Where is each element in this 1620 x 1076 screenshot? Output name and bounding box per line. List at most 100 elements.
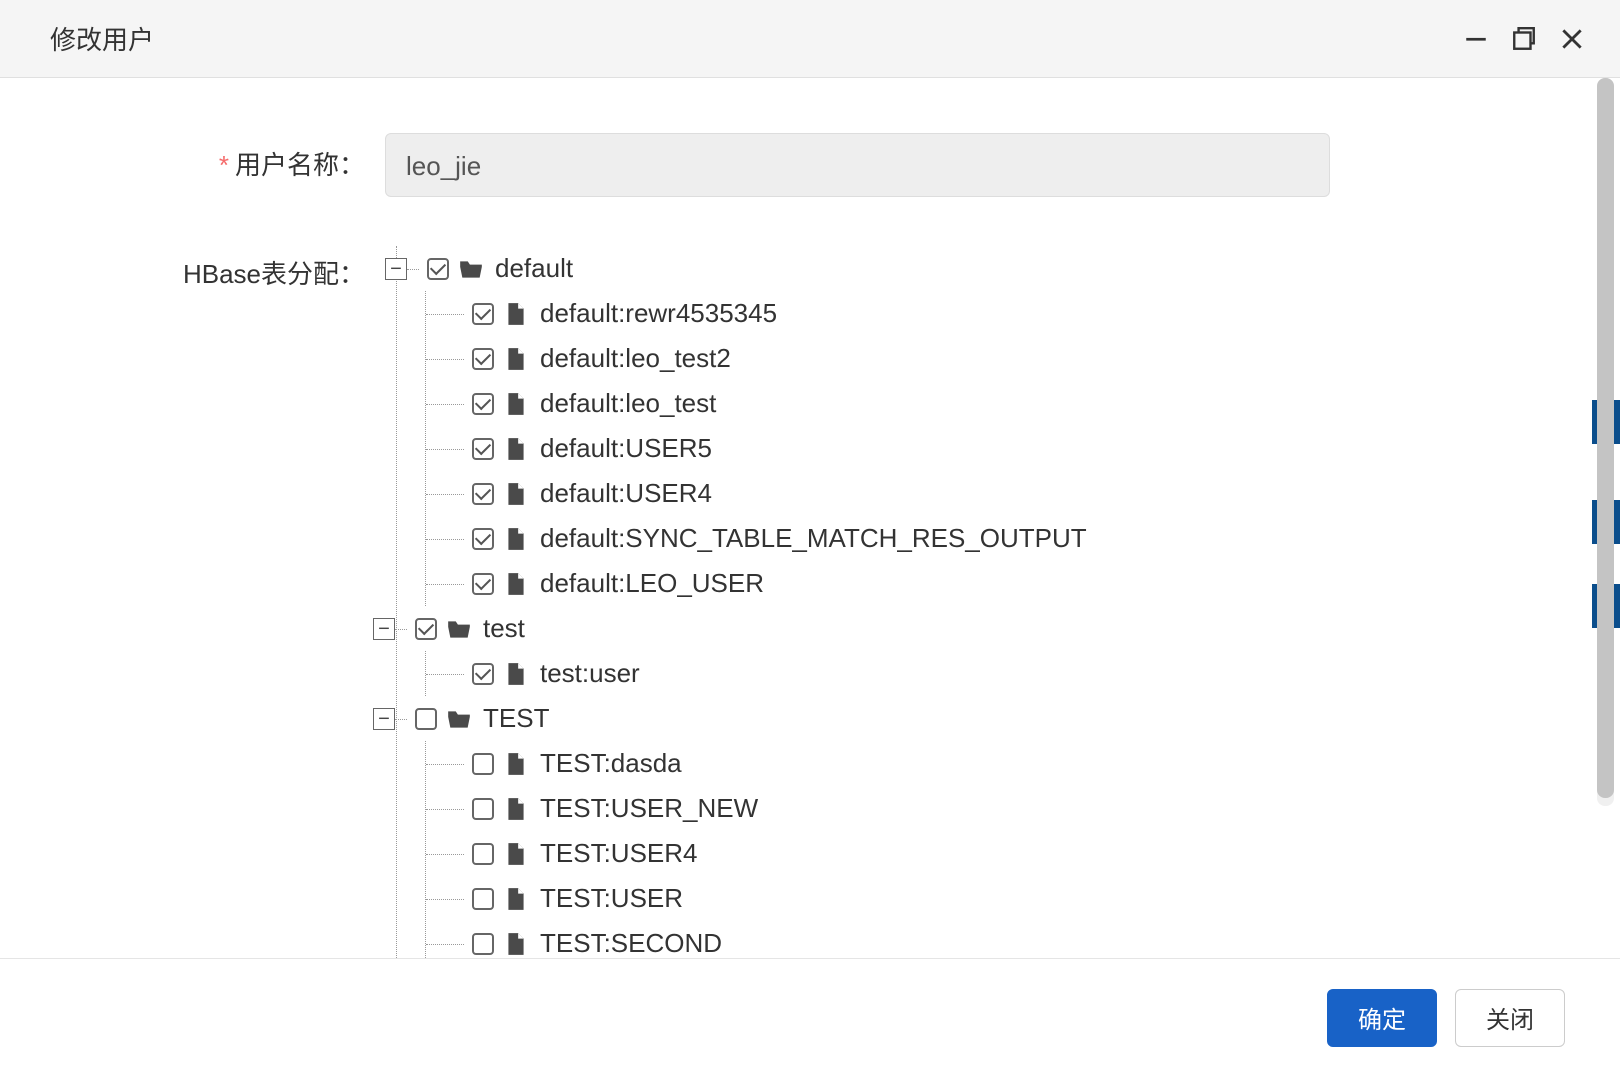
tree-leaf-node: default:SYNC_TABLE_MATCH_RES_OUTPUT: [426, 516, 1565, 561]
tree-folder-node: − default: [385, 246, 1565, 291]
table-assign-label: HBase表分配：: [55, 242, 385, 291]
file-icon: [502, 885, 530, 913]
tree-leaf-node: default:leo_test2: [426, 336, 1565, 381]
tree-connector: [426, 831, 464, 876]
dialog-body: *用户名称： leo_jie HBase表分配： − default default…: [0, 78, 1620, 958]
tree-node-label[interactable]: default:USER4: [540, 478, 712, 509]
tree-folder-node: − test: [373, 606, 1565, 651]
tree-node-label[interactable]: default:USER5: [540, 433, 712, 464]
tree-leaf-node: default:USER5: [426, 426, 1565, 471]
tree-node-label[interactable]: TEST:SECOND: [540, 928, 722, 958]
file-icon: [502, 435, 530, 463]
file-icon: [502, 840, 530, 868]
tree-connector: [426, 561, 464, 606]
tree-checkbox[interactable]: [472, 888, 494, 910]
tree-checkbox[interactable]: [472, 303, 494, 325]
tree-connector: [426, 471, 464, 516]
confirm-button[interactable]: 确定: [1327, 989, 1437, 1047]
file-icon: [502, 525, 530, 553]
tree-connector: [426, 381, 464, 426]
tree-connector: [426, 291, 464, 336]
tree-connector: [426, 876, 464, 921]
file-icon: [502, 660, 530, 688]
hbase-tree: − default default:rewr4535345 default:leo_t…: [385, 242, 1565, 958]
close-button[interactable]: 关闭: [1455, 989, 1565, 1047]
file-icon: [502, 345, 530, 373]
tree-node-label[interactable]: default:SYNC_TABLE_MATCH_RES_OUTPUT: [540, 523, 1087, 554]
file-icon: [502, 750, 530, 778]
tree-checkbox[interactable]: [472, 573, 494, 595]
tree-leaf-node: default:USER4: [426, 471, 1565, 516]
tree-checkbox[interactable]: [472, 798, 494, 820]
tree-node-label[interactable]: default:leo_test2: [540, 343, 731, 374]
tree-children: TEST:dasda TEST:USER_NEW TEST:USER4 TEST:US…: [425, 741, 1565, 958]
username-row: *用户名称： leo_jie: [55, 133, 1565, 197]
tree-node-label[interactable]: test: [483, 613, 525, 644]
dialog-header: 修改用户: [0, 0, 1620, 78]
tree-node-label[interactable]: TEST:USER_NEW: [540, 793, 758, 824]
tree-connector: [407, 246, 419, 291]
tree-checkbox[interactable]: [472, 438, 494, 460]
dialog-title: 修改用户: [50, 20, 154, 57]
tree-folder-node: − TEST: [373, 696, 1565, 741]
close-icon[interactable]: [1559, 26, 1585, 52]
tree-toggle[interactable]: −: [373, 618, 395, 640]
window-controls: [1463, 26, 1585, 52]
tree-connector: [395, 606, 407, 651]
tree-leaf-node: default:leo_test: [426, 381, 1565, 426]
tree-node-label[interactable]: TEST:USER: [540, 883, 683, 914]
folder-open-icon: [457, 255, 485, 283]
tree-checkbox[interactable]: [472, 753, 494, 775]
tree-checkbox[interactable]: [415, 708, 437, 730]
tree-connector: [426, 336, 464, 381]
minimize-icon[interactable]: [1463, 26, 1489, 52]
tree-checkbox[interactable]: [472, 843, 494, 865]
tree-connector: [426, 516, 464, 561]
tree-checkbox[interactable]: [472, 348, 494, 370]
tree-leaf-node: TEST:USER4: [426, 831, 1565, 876]
table-assign-row: HBase表分配： −defaultdefault:rewr4535345def…: [55, 242, 1565, 958]
maximize-icon[interactable]: [1511, 26, 1537, 52]
file-icon: [502, 570, 530, 598]
tree-children: default:rewr4535345 default:leo_test2defa…: [425, 291, 1565, 606]
tree-checkbox[interactable]: [415, 618, 437, 640]
required-star: *: [219, 150, 229, 180]
username-label-text: 用户名称：: [235, 150, 365, 180]
file-icon: [502, 300, 530, 328]
username-input[interactable]: leo_jie: [385, 133, 1330, 197]
tree-toggle[interactable]: −: [373, 708, 395, 730]
file-icon: [502, 795, 530, 823]
tree-toggle[interactable]: −: [385, 258, 407, 280]
tree-checkbox[interactable]: [472, 393, 494, 415]
tree-node-label[interactable]: default:rewr4535345: [540, 298, 777, 329]
tree-checkbox[interactable]: [472, 528, 494, 550]
tree-leaf-node: test:user: [426, 651, 1565, 696]
tree-node-label[interactable]: default: [495, 253, 573, 284]
tree-checkbox[interactable]: [472, 663, 494, 685]
tree-node-label[interactable]: default:leo_test: [540, 388, 716, 419]
username-label: *用户名称：: [55, 133, 385, 182]
tree-node-label[interactable]: default:LEO_USER: [540, 568, 764, 599]
username-control: leo_jie: [385, 133, 1565, 197]
tree-leaf-node: TEST:USER_NEW: [426, 786, 1565, 831]
tree-connector: [395, 696, 407, 741]
tree-node-label[interactable]: TEST:dasda: [540, 748, 682, 779]
folder-open-icon: [445, 705, 473, 733]
tree-node-label[interactable]: TEST: [483, 703, 549, 734]
tree-node-label[interactable]: TEST:USER4: [540, 838, 698, 869]
tree-checkbox[interactable]: [472, 483, 494, 505]
tree-connector: [426, 426, 464, 471]
tree-connector: [426, 921, 464, 958]
tree-connector: [426, 741, 464, 786]
tree-leaf-node: TEST:USER: [426, 876, 1565, 921]
tree-leaf-node: default:rewr4535345: [426, 291, 1565, 336]
file-icon: [502, 390, 530, 418]
tree-checkbox[interactable]: [427, 258, 449, 280]
tree-leaf-node: default:LEO_USER: [426, 561, 1565, 606]
tree-node-label[interactable]: test:user: [540, 658, 640, 689]
folder-open-icon: [445, 615, 473, 643]
file-icon: [502, 480, 530, 508]
tree-leaf-node: TEST:SECOND: [426, 921, 1565, 958]
tree-checkbox[interactable]: [472, 933, 494, 955]
tree-leaf-node: TEST:dasda: [426, 741, 1565, 786]
